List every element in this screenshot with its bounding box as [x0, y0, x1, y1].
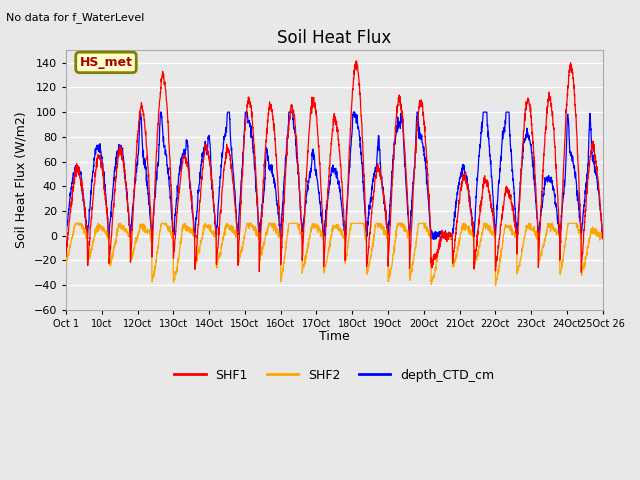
- SHF2: [362, 233, 369, 239]
- Line: SHF1: SHF1: [66, 61, 603, 272]
- depth_CTD_cm: [73, 164, 81, 169]
- depth_CTD_cm: [541, 179, 549, 185]
- SHF1: [62, 253, 70, 259]
- depth_CTD_cm: [362, 226, 370, 231]
- depth_CTD_cm: [500, 131, 508, 136]
- depth_CTD_cm: [522, 137, 529, 143]
- SHF1: [521, 118, 529, 123]
- SHF2: [72, 220, 79, 226]
- SHF1: [362, 208, 369, 214]
- SHF1: [599, 236, 607, 241]
- Text: No data for f_WaterLevel: No data for f_WaterLevel: [6, 12, 145, 23]
- SHF2: [492, 283, 499, 288]
- SHF2: [599, 230, 607, 236]
- SHF1: [353, 58, 360, 64]
- Title: Soil Heat Flux: Soil Heat Flux: [277, 29, 392, 48]
- SHF1: [73, 165, 81, 170]
- Text: HS_met: HS_met: [79, 56, 132, 69]
- depth_CTD_cm: [157, 109, 164, 115]
- depth_CTD_cm: [599, 234, 607, 240]
- SHF1: [577, 269, 585, 275]
- Line: depth_CTD_cm: depth_CTD_cm: [66, 112, 603, 240]
- SHF2: [62, 258, 70, 264]
- SHF1: [270, 121, 278, 127]
- SHF2: [500, 232, 508, 238]
- X-axis label: Time: Time: [319, 330, 349, 343]
- depth_CTD_cm: [271, 178, 278, 183]
- SHF1: [541, 130, 549, 135]
- Line: SHF2: SHF2: [66, 223, 603, 286]
- Y-axis label: Soil Heat Flux (W/m2): Soil Heat Flux (W/m2): [15, 112, 28, 248]
- depth_CTD_cm: [62, 236, 70, 242]
- Legend: SHF1, SHF2, depth_CTD_cm: SHF1, SHF2, depth_CTD_cm: [169, 363, 499, 386]
- SHF2: [541, 234, 549, 240]
- depth_CTD_cm: [255, 237, 263, 242]
- SHF2: [522, 231, 529, 237]
- SHF2: [74, 220, 81, 226]
- SHF1: [499, 203, 507, 209]
- SHF2: [271, 223, 278, 229]
